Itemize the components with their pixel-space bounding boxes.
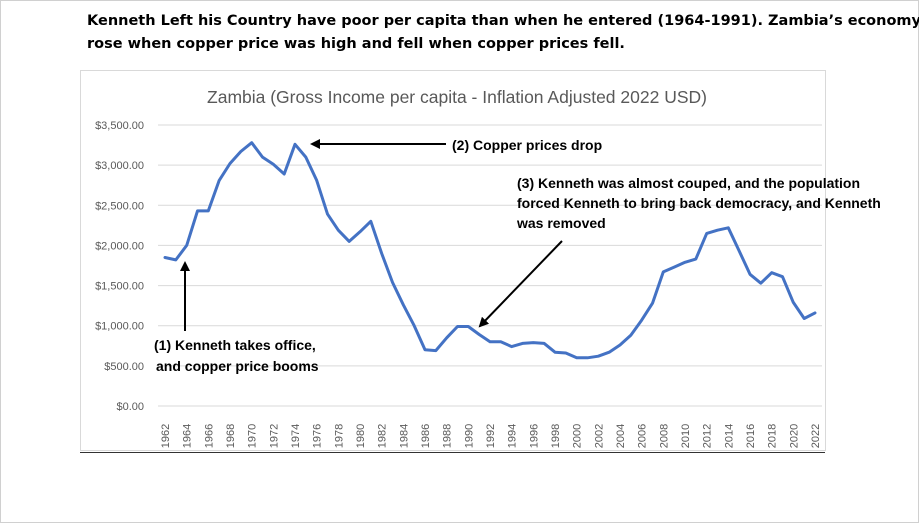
annotation-3-line-1: (3) Kenneth was almost couped, and the p… — [517, 175, 860, 191]
x-tick-label: 2016 — [745, 424, 757, 448]
annotation-3-line-3: was removed — [516, 215, 606, 231]
y-tick-label: $0.00 — [116, 401, 144, 413]
caption-line-2: rose when copper price was high and fell… — [87, 36, 625, 52]
x-tick-label: 2022 — [810, 424, 822, 448]
annotation-1-line-1: (1) Kenneth takes office, — [154, 337, 316, 353]
x-tick-label: 2006 — [637, 424, 649, 448]
y-tick-label: $1,000.00 — [95, 321, 144, 333]
x-tick-label: 1996 — [528, 424, 540, 448]
x-tick-label: 1978 — [333, 424, 345, 448]
x-tick-label: 1984 — [398, 424, 410, 448]
x-tick-label: 1988 — [442, 424, 454, 448]
x-tick-label: 1976 — [312, 424, 324, 448]
bottom-rule — [80, 452, 825, 453]
y-tick-label: $2,000.00 — [95, 240, 144, 252]
x-tick-label: 2002 — [593, 424, 605, 448]
x-tick-label: 1974 — [290, 424, 302, 448]
annotation-2-line-1: (2) Copper prices drop — [452, 137, 602, 153]
x-tick-label: 1972 — [268, 424, 280, 448]
x-tick-label: 1994 — [507, 424, 519, 448]
x-tick-label: 2008 — [658, 424, 670, 448]
x-tick-label: 1982 — [377, 424, 389, 448]
annotation-3-line-2: forced Kenneth to bring back democracy, … — [517, 195, 881, 211]
annotation-1-line-2: and copper price booms — [156, 358, 319, 374]
x-tick-label: 2014 — [723, 424, 735, 448]
gridlines — [158, 124, 822, 407]
x-tick-label: 2010 — [680, 424, 692, 448]
x-tick-label: 1998 — [550, 424, 562, 448]
x-tick-label: 1980 — [355, 424, 367, 448]
x-tick-label: 2000 — [572, 424, 584, 448]
x-tick-label: 2018 — [767, 424, 779, 448]
y-tick-label: $1,500.00 — [95, 281, 144, 293]
x-tick-label: 1992 — [485, 424, 497, 448]
y-tick-label: $3,000.00 — [95, 160, 144, 172]
x-tick-label: 1962 — [160, 424, 172, 448]
x-tick-label: 1966 — [203, 424, 215, 448]
y-tick-label: $3,500.00 — [95, 120, 144, 132]
x-tick-label: 1990 — [463, 424, 475, 448]
y-axis-ticks: $0.00 $500.00 $1,000.00 $1,500.00 $2,000.00 $… — [95, 120, 144, 413]
chart-area-border — [80, 70, 826, 451]
annotation-3-arrow — [478, 240, 563, 328]
caption-line-1: Kenneth Left his Country have poor per c… — [87, 13, 919, 29]
x-tick-label: 1970 — [247, 424, 259, 448]
x-tick-label: 2020 — [788, 424, 800, 448]
x-tick-label: 1968 — [225, 424, 237, 448]
series-line — [163, 141, 817, 360]
caption: Kenneth Left his Country have poor per c… — [87, 10, 919, 56]
chart-title: Zambia (Gross Income per capita - Inflat… — [207, 87, 707, 107]
x-axis-ticks: 1962 1964 1966 1968 1970 1972 1974 1976 1978 1980… — [160, 424, 822, 448]
x-tick-label: 2012 — [702, 424, 714, 448]
x-tick-label: 2004 — [615, 424, 627, 448]
x-tick-label: 1964 — [182, 424, 194, 448]
x-tick-label: 1986 — [420, 424, 432, 448]
y-tick-label: $2,500.00 — [95, 200, 144, 212]
y-tick-label: $500.00 — [104, 361, 144, 373]
